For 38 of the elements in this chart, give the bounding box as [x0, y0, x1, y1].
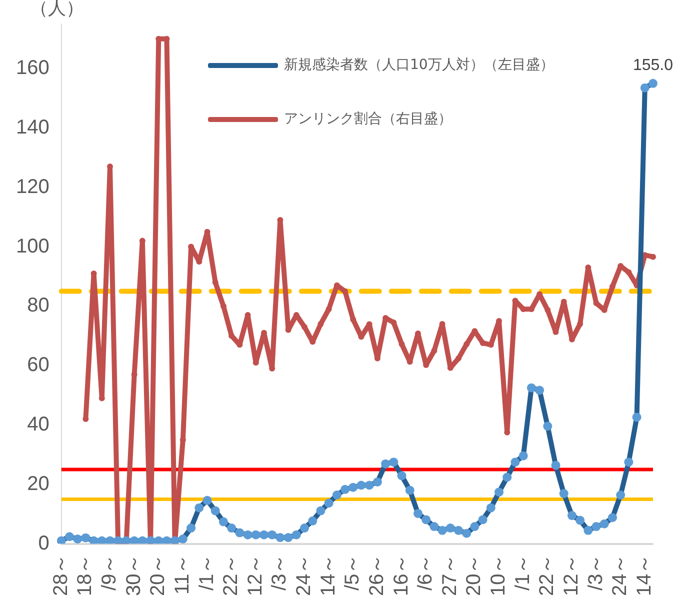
x-tick-label: 22～: [536, 554, 558, 596]
x-tick-label: 20～: [147, 554, 170, 596]
x-tick-label: 12～: [244, 554, 266, 596]
x-tick-label: /6～: [414, 554, 437, 590]
y-tick-label: 0: [38, 532, 50, 554]
x-tick-label: 10～: [488, 554, 510, 596]
x-tick-label: 11～: [171, 554, 194, 595]
y-tick-label: 60: [27, 354, 50, 376]
x-tick-label: /3～: [584, 554, 607, 590]
x-tick-label: 22～: [220, 554, 242, 596]
y-tick-label: 100: [16, 235, 50, 258]
x-tick-label: 27～: [438, 554, 461, 596]
x-tick-label: /5～: [342, 554, 364, 590]
y-tick-label: 140: [16, 116, 50, 138]
x-tick-label: 28～: [50, 554, 72, 596]
x-tick-label: 18～: [74, 554, 96, 596]
y-tick-label: 120: [16, 176, 50, 198]
x-tick-label: 20～: [463, 554, 486, 596]
data-label: 155.0: [632, 56, 674, 74]
x-tick-label: 14～: [317, 554, 340, 596]
y-tick-label: 20: [27, 472, 50, 495]
x-tick-label: /1～: [512, 554, 534, 590]
y-tick-label: 160: [16, 57, 50, 80]
legend-label: アンリンク割合（右目盛）: [284, 110, 452, 128]
legend-label: 新規感染者数（人口10万人対）（左目盛）: [284, 56, 554, 74]
x-tick-label: /3～: [268, 554, 291, 590]
x-tick-label: 24～: [609, 554, 632, 596]
x-tick-label: 24～: [293, 554, 316, 596]
x-tick-label: /9～: [98, 554, 121, 590]
x-tick-label: 26～: [366, 554, 388, 596]
x-tick-label: 12～: [560, 554, 582, 596]
y-axis-title: （人）: [30, 0, 84, 20]
x-tick-label: 30～: [122, 554, 145, 596]
x-tick-label: /1～: [196, 554, 218, 590]
y-tick-label: 40: [27, 413, 50, 436]
y-tick-label: 80: [27, 294, 50, 317]
x-tick-label: 14～: [633, 554, 656, 596]
x-tick-label: 16～: [390, 554, 412, 596]
